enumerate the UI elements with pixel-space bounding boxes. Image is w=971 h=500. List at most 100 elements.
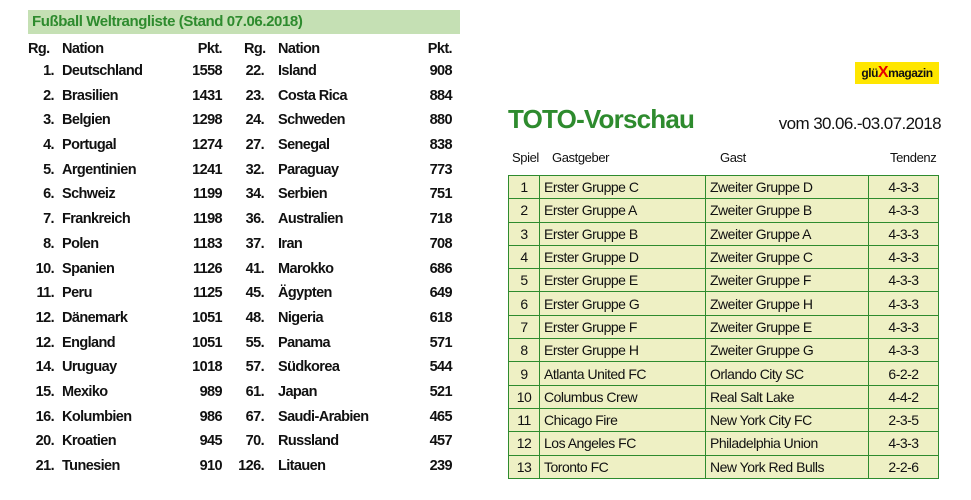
nation-cell: Paraguay — [278, 161, 339, 178]
ranking-row: 4. Portugal 1274 27. Senegal 838 — [28, 134, 460, 159]
gast-cell: Zweiter Gruppe C — [705, 244, 869, 270]
tendenz-cell: 6-2-2 — [868, 361, 939, 386]
points-cell: 1183 — [192, 235, 223, 252]
gast-cell: New York Red Bulls — [705, 454, 869, 479]
points-cell: 884 — [429, 87, 453, 104]
nation-cell: Südkorea — [278, 359, 340, 376]
rank-cell: 36. — [245, 211, 265, 228]
tendenz-cell: 4-3-3 — [868, 244, 939, 270]
rank-header: Rg. — [244, 41, 266, 57]
points-cell: 718 — [429, 211, 453, 228]
points-cell: 910 — [199, 458, 223, 474]
gastgeber-cell: Erster Gruppe A — [539, 198, 706, 223]
points-cell: 239 — [429, 458, 453, 474]
nation-cell: Mexiko — [62, 383, 108, 400]
spiel-header: Spiel — [512, 150, 539, 165]
rank-cell: 16. — [35, 408, 55, 425]
toto-header-row: Spiel Gastgeber Gast Tendenz — [508, 148, 940, 172]
nation-cell: Australien — [278, 211, 344, 228]
nation-cell: Kroatien — [62, 433, 117, 450]
toto-row: 7 Erster Gruppe F Zweiter Gruppe E 4-3-3 — [508, 314, 939, 340]
points-cell: 751 — [429, 186, 453, 203]
nation-cell: Kolumbien — [62, 408, 132, 425]
ranking-row: 7. Frankreich 1198 36. Australien 718 — [28, 208, 460, 233]
nation-cell: Iran — [278, 235, 303, 252]
points-cell: 1198 — [192, 211, 223, 228]
points-cell: 1558 — [192, 63, 222, 79]
gastgeber-header: Gastgeber — [552, 150, 610, 165]
points-cell: 708 — [429, 235, 453, 252]
spiel-cell: 13 — [508, 454, 540, 479]
rank-cell: 3. — [43, 112, 55, 129]
spiel-cell: 10 — [508, 384, 540, 409]
gast-cell: Zweiter Gruppe D — [705, 174, 869, 200]
ranking-row: 11. Peru 1125 45. Ägypten 649 — [28, 282, 460, 307]
rank-cell: 21. — [35, 458, 55, 474]
gastgeber-cell: Erster Gruppe F — [539, 314, 706, 340]
tendenz-cell: 4-3-3 — [868, 291, 939, 316]
ranking-row: 10. Spanien 1126 41. Marokko 686 — [28, 258, 460, 283]
gast-cell: New York City FC — [705, 407, 869, 433]
rank-cell: 12. — [35, 309, 55, 326]
points-cell: 1199 — [192, 186, 223, 203]
tendenz-cell: 4-3-3 — [868, 314, 939, 340]
toto-title: TOTO-Vorschau — [508, 104, 695, 134]
spiel-cell: 7 — [508, 314, 540, 340]
spiel-cell: 5 — [508, 268, 540, 293]
nation-cell: Portugal — [62, 137, 117, 154]
rank-cell: 23. — [245, 87, 265, 104]
gastgeber-cell: Columbus Crew — [539, 384, 706, 409]
rank-cell: 11. — [36, 285, 54, 302]
rank-cell: 10. — [35, 260, 55, 277]
nation-cell: Frankreich — [62, 211, 131, 228]
toto-row: 11 Chicago Fire New York City FC 2-3-5 — [508, 407, 939, 433]
rank-cell: 7. — [43, 211, 55, 228]
nation-cell: Island — [278, 63, 317, 79]
gastgeber-cell: Chicago Fire — [539, 407, 706, 433]
nation-cell: Senegal — [278, 137, 330, 154]
ranking-row: 2. Brasilien 1431 23. Costa Rica 884 — [28, 85, 460, 110]
rank-cell: 27. — [245, 137, 265, 154]
gastgeber-cell: Erster Gruppe G — [539, 291, 706, 316]
points-cell: 1431 — [192, 87, 222, 104]
gastgeber-cell: Erster Gruppe E — [539, 268, 706, 293]
toto-row: 1 Erster Gruppe C Zweiter Gruppe D 4-3-3 — [508, 174, 939, 200]
points-cell: 465 — [429, 408, 453, 425]
gast-cell: Zweiter Gruppe G — [705, 338, 869, 363]
tendenz-cell: 2-3-5 — [868, 407, 939, 433]
spiel-cell: 1 — [508, 174, 540, 200]
nation-cell: Dänemark — [62, 309, 128, 326]
nation-cell: Schweiz — [62, 186, 116, 203]
points-cell: 945 — [199, 433, 223, 450]
nation-cell: Uruguay — [62, 359, 117, 376]
nation-cell: Brasilien — [62, 87, 118, 104]
nation-header: Nation — [278, 41, 320, 57]
nation-cell: Spanien — [62, 260, 115, 277]
points-cell: 457 — [429, 433, 453, 450]
points-cell: 773 — [429, 161, 453, 178]
nation-header: Nation — [62, 41, 104, 57]
gastgeber-cell: Erster Gruppe H — [539, 338, 706, 363]
rank-cell: 32. — [245, 161, 265, 178]
tendenz-cell: 4-3-3 — [868, 174, 939, 200]
rank-cell: 12. — [35, 334, 55, 351]
points-cell: 908 — [429, 63, 453, 79]
points-cell: 571 — [429, 334, 453, 351]
gast-header: Gast — [720, 150, 746, 165]
spiel-cell: 6 — [508, 291, 540, 316]
rank-cell: 45. — [245, 285, 265, 302]
rank-cell: 20. — [35, 433, 55, 450]
spiel-cell: 9 — [508, 361, 540, 386]
nation-cell: Polen — [62, 235, 99, 252]
rank-cell: 48. — [245, 309, 265, 326]
rank-cell: 41. — [245, 260, 265, 277]
nation-cell: Argentinien — [62, 161, 137, 178]
toto-table: 1 Erster Gruppe C Zweiter Gruppe D 4-3-3 2 Er… — [508, 174, 939, 479]
rank-cell: 24. — [245, 112, 265, 129]
rank-header: Rg. — [28, 41, 50, 57]
ranking-row: 1. Deutschland 1558 22. Island 908 — [28, 60, 460, 85]
nation-cell: Saudi-Arabien — [278, 408, 369, 425]
rank-cell: 61. — [245, 383, 265, 400]
points-cell: 521 — [429, 383, 453, 400]
toto-date: vom 30.06.-03.07.2018 — [778, 114, 942, 133]
